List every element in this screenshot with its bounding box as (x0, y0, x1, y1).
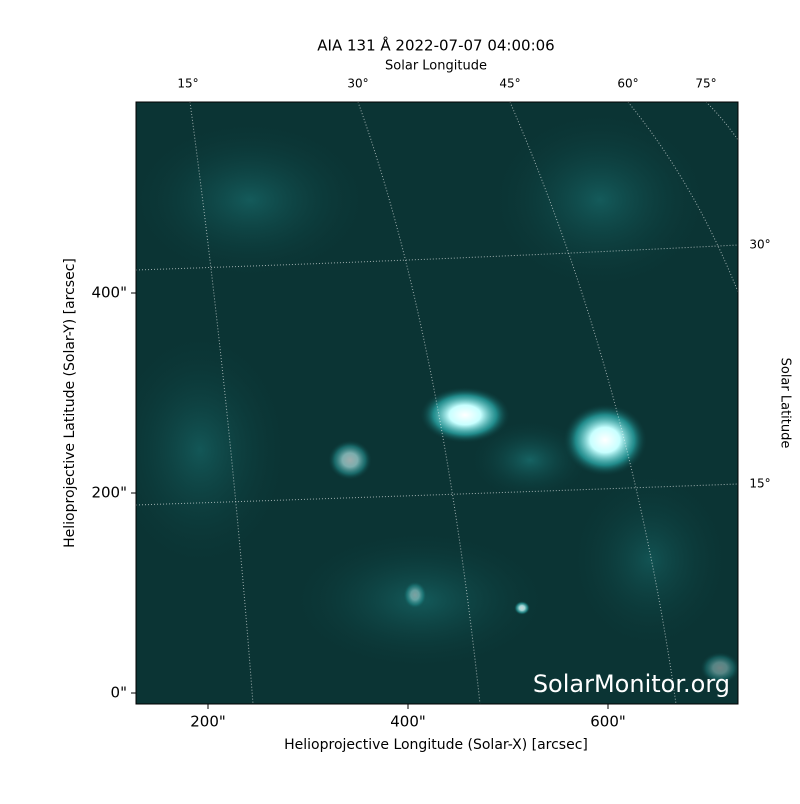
chart-title: AIA 131 Å 2022-07-07 04:00:06 (317, 36, 554, 55)
coordinate-grid (136, 102, 738, 704)
x-axis-label: Helioprojective Longitude (Solar-X) [arc… (284, 737, 588, 753)
longitude-tick-label: 30° (347, 77, 368, 91)
longitude-grid-line (357, 102, 481, 704)
x-tick-label: 400" (390, 713, 426, 731)
axes-frame (135, 101, 739, 705)
right-axis-label: Solar Latitude (778, 358, 793, 449)
x-tick-label: 200" (190, 713, 226, 731)
longitude-tick-label: 75° (695, 77, 716, 91)
watermark: SolarMonitor.org (533, 670, 730, 698)
latitude-tick-label: 30° (749, 238, 770, 252)
y-tick-label: 200" (91, 484, 127, 502)
top-axis-label: Solar Longitude (385, 59, 487, 74)
y-tick-label: 0" (111, 684, 127, 702)
latitude-grid-line (136, 244, 738, 271)
longitude-tick-label: 15° (177, 77, 198, 91)
latitude-grid-line (136, 483, 738, 506)
longitude-grid-line (509, 102, 677, 704)
y-axis-label: Helioprojective Latitude (Solar-Y) [arcs… (62, 258, 78, 548)
longitude-tick-label: 45° (499, 77, 520, 91)
longitude-tick-label: 60° (617, 77, 638, 91)
latitude-tick-label: 15° (749, 477, 770, 491)
longitude-grid-line (189, 102, 254, 704)
y-tick-label: 400" (91, 284, 127, 302)
x-tick-label: 600" (590, 713, 626, 731)
solar-image (136, 102, 738, 704)
